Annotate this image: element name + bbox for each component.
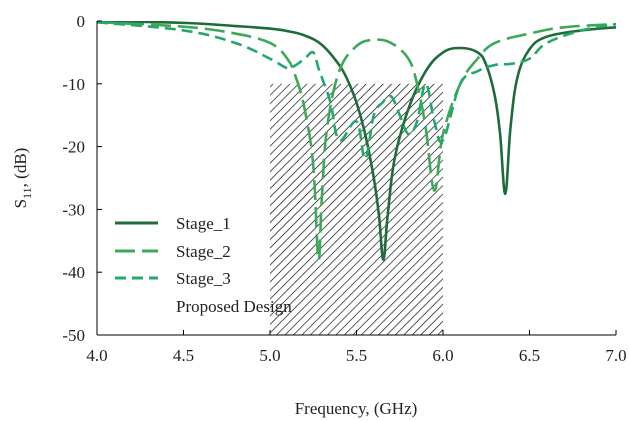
y-axis-title-main: S bbox=[11, 199, 30, 208]
y-tick-label: -10 bbox=[62, 75, 85, 94]
legend-label-stage-3: Stage_3 bbox=[176, 269, 231, 288]
y-axis-title: S11, (dB) bbox=[11, 148, 34, 209]
x-tick-label: 4.5 bbox=[173, 346, 194, 365]
legend-label-proposed-design: Proposed Design bbox=[176, 297, 292, 316]
y-axis-title-rest: , (dB) bbox=[11, 148, 30, 188]
legend-label-stage-1: Stage_1 bbox=[176, 214, 231, 233]
y-tick-layer: 0 -10 -20 -30 -40 -50 bbox=[62, 12, 102, 345]
x-axis-title: Frequency, (GHz) bbox=[295, 399, 418, 418]
x-tick-label: 6.0 bbox=[432, 346, 453, 365]
y-axis-title-subscript: 11 bbox=[20, 187, 34, 199]
series-line-stage-1 bbox=[97, 21, 616, 261]
series-layer bbox=[97, 21, 616, 262]
y-tick-label: -20 bbox=[62, 138, 85, 157]
x-tick-label: 7.0 bbox=[605, 346, 626, 365]
x-tick-label: 6.5 bbox=[519, 346, 540, 365]
x-tick-label: 4.0 bbox=[86, 346, 107, 365]
legend: Stage_1 Stage_2 Stage_3 Proposed Design bbox=[115, 214, 292, 316]
x-tick-layer: 4.0 4.5 5.0 5.5 6.0 6.5 7.0 bbox=[86, 330, 627, 365]
y-tick-label: -30 bbox=[62, 200, 85, 219]
x-tick-label: 5.5 bbox=[346, 346, 367, 365]
y-tick-label: -40 bbox=[62, 263, 85, 282]
series-line-stage-2 bbox=[97, 21, 616, 262]
y-tick-label: -50 bbox=[62, 326, 85, 345]
y-tick-label: 0 bbox=[77, 12, 86, 31]
legend-label-stage-2: Stage_2 bbox=[176, 242, 231, 261]
x-tick-label: 5.0 bbox=[259, 346, 280, 365]
series-line-stage-3 bbox=[97, 21, 616, 161]
